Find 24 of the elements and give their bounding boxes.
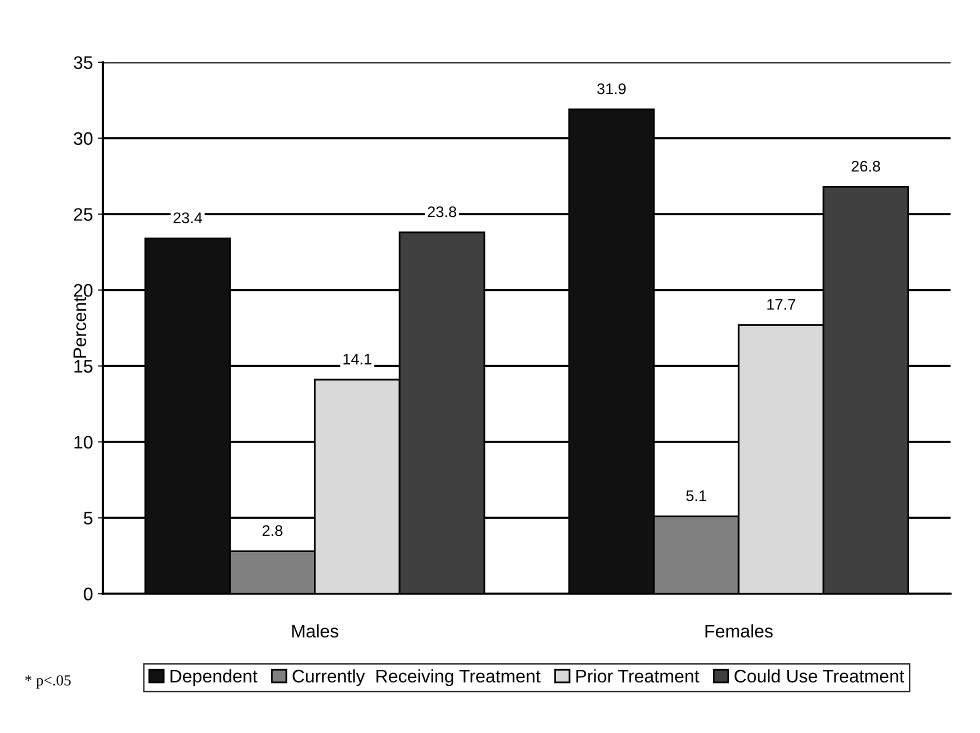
data-label: 17.7 <box>767 299 796 310</box>
y-tick-label: 30 <box>74 132 92 145</box>
x-tick-label: Males <box>292 624 338 638</box>
y-tick-label: 0 <box>84 588 92 600</box>
y-tick-label: 25 <box>74 208 92 221</box>
y-tick-label: 15 <box>74 360 92 373</box>
y-axis-title: Percent <box>74 297 86 358</box>
data-label: 31.9 <box>597 83 626 94</box>
legend-label: Could Use Treatment <box>734 669 904 683</box>
y-tick-label: 10 <box>74 436 92 449</box>
y-tick-label: 20 <box>74 284 92 297</box>
y-tick-label: 5 <box>84 512 92 525</box>
legend-label: Prior Treatment <box>576 669 700 683</box>
y-tick-label: 35 <box>74 56 92 70</box>
data-label: 5.1 <box>686 490 706 502</box>
data-label: 14.1 <box>344 354 372 364</box>
text: * p<.05 <box>25 675 71 689</box>
data-label: 26.8 <box>852 160 880 172</box>
data-label: 23.8 <box>428 206 456 218</box>
legend-label: Dependent <box>170 669 258 686</box>
data-label: 2.8 <box>262 525 282 536</box>
legend-label: Currently Receiving Treatment <box>292 669 540 686</box>
x-tick-label: Females <box>706 624 773 638</box>
data-label: 23.4 <box>174 212 202 224</box>
